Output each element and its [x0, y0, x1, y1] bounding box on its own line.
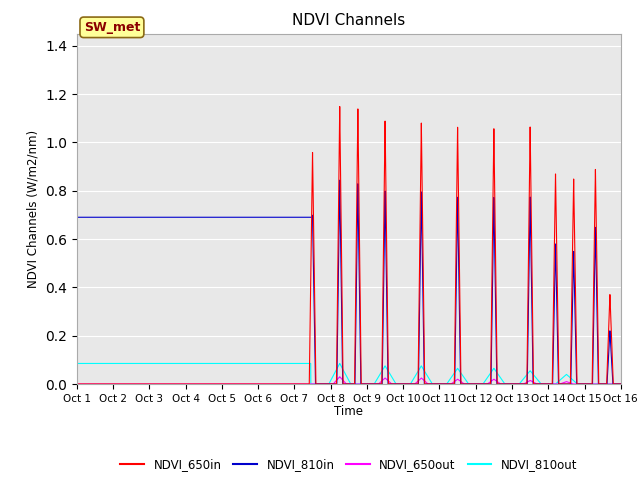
NDVI_650out [209, 381, 216, 387]
NDVI_810out [307, 381, 315, 387]
NDVI_650out [402, 381, 410, 387]
NDVI_650out [463, 381, 470, 387]
Title: NDVI Channels: NDVI Channels [292, 13, 405, 28]
Legend: NDVI_650in, NDVI_810in, NDVI_650out, NDVI_810out: NDVI_650in, NDVI_810in, NDVI_650out, NDV… [116, 453, 582, 475]
NDVI_810in [330, 381, 338, 387]
NDVI_810in [463, 381, 470, 387]
NDVI_650out [422, 379, 430, 385]
Y-axis label: NDVI Channels (W/m2/nm): NDVI Channels (W/m2/nm) [26, 130, 40, 288]
NDVI_810in [582, 381, 589, 387]
NDVI_650out [336, 374, 344, 380]
NDVI_650out [617, 381, 625, 387]
NDVI_650in [463, 381, 470, 387]
NDVI_650in [422, 381, 430, 387]
NDVI_810in [312, 381, 319, 387]
NDVI_810out [209, 360, 216, 366]
NDVI_810in [422, 381, 430, 387]
NDVI_810in [336, 177, 344, 183]
NDVI_650out [330, 380, 338, 386]
NDVI_650in [402, 381, 410, 387]
Line: NDVI_650in: NDVI_650in [77, 107, 621, 384]
NDVI_650out [582, 381, 589, 387]
Line: NDVI_650out: NDVI_650out [77, 377, 621, 384]
NDVI_810out [330, 371, 338, 377]
Line: NDVI_810out: NDVI_810out [77, 363, 621, 384]
NDVI_650in [73, 381, 81, 387]
NDVI_810out [617, 381, 625, 387]
Text: SW_met: SW_met [84, 21, 140, 34]
NDVI_810out [463, 378, 470, 384]
NDVI_810in [402, 381, 410, 387]
NDVI_650in [582, 381, 589, 387]
Line: NDVI_810in: NDVI_810in [77, 180, 621, 384]
NDVI_810in [209, 215, 216, 220]
NDVI_650out [73, 381, 81, 387]
NDVI_810out [73, 360, 81, 366]
NDVI_650in [330, 381, 338, 387]
X-axis label: Time: Time [334, 405, 364, 418]
NDVI_810out [422, 371, 430, 377]
NDVI_650in [336, 104, 344, 109]
NDVI_650in [209, 381, 216, 387]
NDVI_810in [73, 215, 81, 220]
NDVI_810out [582, 381, 589, 387]
NDVI_650in [617, 381, 625, 387]
NDVI_810in [617, 381, 625, 387]
NDVI_810out [402, 381, 410, 387]
